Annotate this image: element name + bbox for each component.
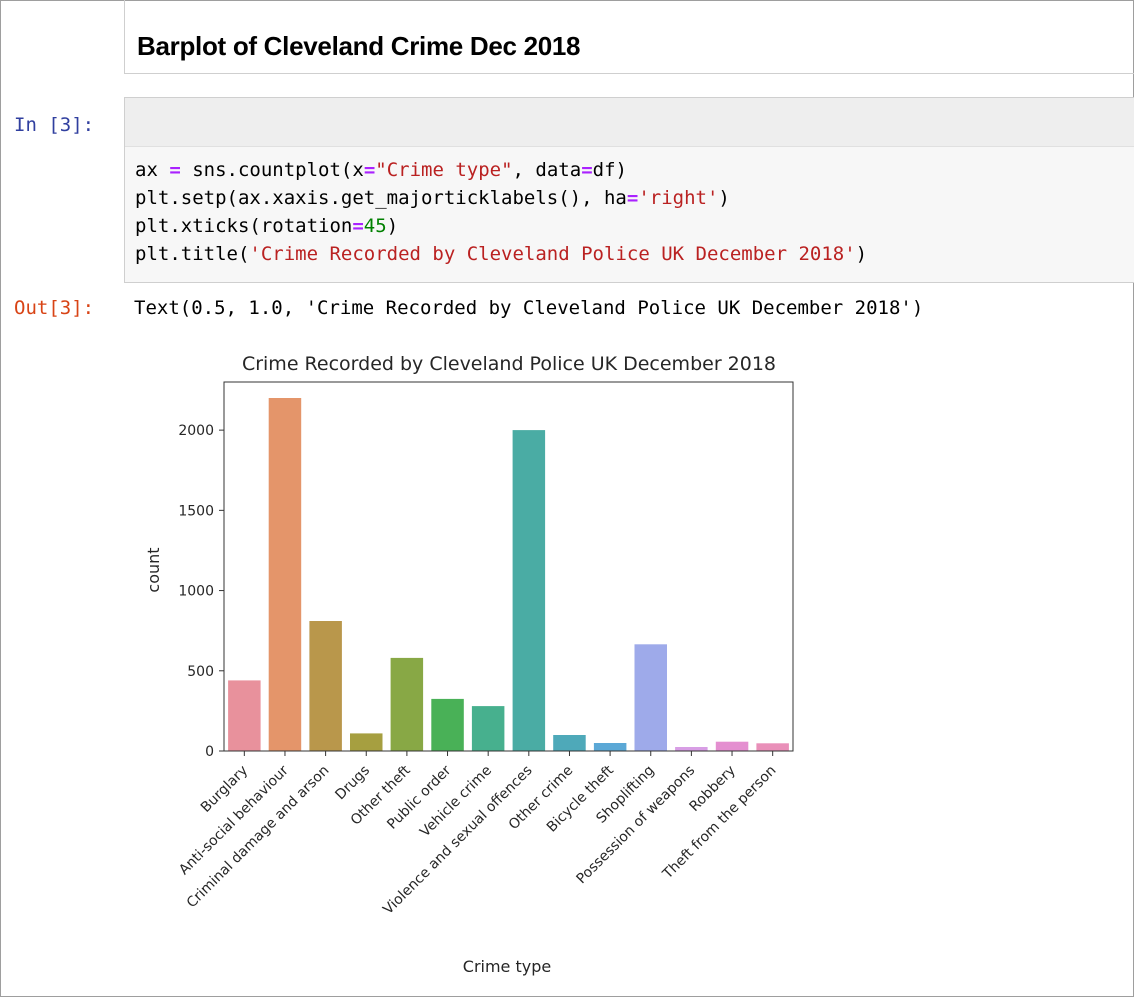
output-text: Text(0.5, 1.0, 'Crime Recorded by Clevel… xyxy=(134,297,924,319)
bar-possession-of-weapons xyxy=(675,747,708,751)
y-tick-label: 2000 xyxy=(178,423,214,439)
bar-public-order xyxy=(431,698,464,751)
bar-drugs xyxy=(350,733,383,751)
chart-title: Crime Recorded by Cleveland Police UK De… xyxy=(242,353,776,375)
y-tick-label: 1500 xyxy=(178,503,214,519)
bar-shoplifting xyxy=(634,644,667,751)
bar-series xyxy=(228,398,789,751)
bar-anti-social-behaviour xyxy=(268,398,302,751)
x-tick-label: Violence and sexual offences xyxy=(380,763,535,918)
y-tick-label: 1000 xyxy=(178,584,214,600)
markdown-cell[interactable]: Barplot of Cleveland Crime Dec 2018 xyxy=(124,0,1134,74)
x-axis-label: Crime type xyxy=(463,957,551,976)
code-cell-toolbar xyxy=(125,98,1134,147)
y-axis-label: count xyxy=(144,547,163,592)
input-prompt: In [3]: xyxy=(14,114,95,136)
bar-bicycle-theft xyxy=(593,743,627,751)
code-line-1: ax = sns.countplot(x="Crime type", data=… xyxy=(135,159,627,181)
bar-criminal-damage-and-arson xyxy=(309,621,342,751)
y-axis: 0 500 1000 1500 2000 xyxy=(178,423,224,760)
bar-burglary xyxy=(228,680,261,751)
code-editor[interactable]: ax = sns.countplot(x="Crime type", data=… xyxy=(135,156,867,268)
bar-theft-from-the-person xyxy=(756,743,789,751)
output-prompt: Out[3]: xyxy=(14,297,95,319)
y-tick-label: 0 xyxy=(205,744,214,760)
x-tick-label: Vehicle crime xyxy=(417,763,495,841)
y-tick-label: 500 xyxy=(187,664,214,680)
code-cell[interactable]: ax = sns.countplot(x="Crime type", data=… xyxy=(124,97,1134,283)
code-line-4: plt.title('Crime Recorded by Cleveland P… xyxy=(135,243,868,265)
code-line-3: plt.xticks(rotation=45) xyxy=(135,215,399,237)
bar-violence-and-sexual-offences xyxy=(512,430,546,751)
bar-vehicle-crime xyxy=(471,706,505,751)
bar-other-crime xyxy=(553,735,586,751)
code-line-2: plt.setp(ax.xaxis.get_majorticklabels(),… xyxy=(135,187,730,209)
plot-frame xyxy=(223,381,794,752)
markdown-heading: Barplot of Cleveland Crime Dec 2018 xyxy=(137,31,581,61)
bar-robbery xyxy=(715,741,749,751)
bar-other-theft xyxy=(390,657,424,751)
